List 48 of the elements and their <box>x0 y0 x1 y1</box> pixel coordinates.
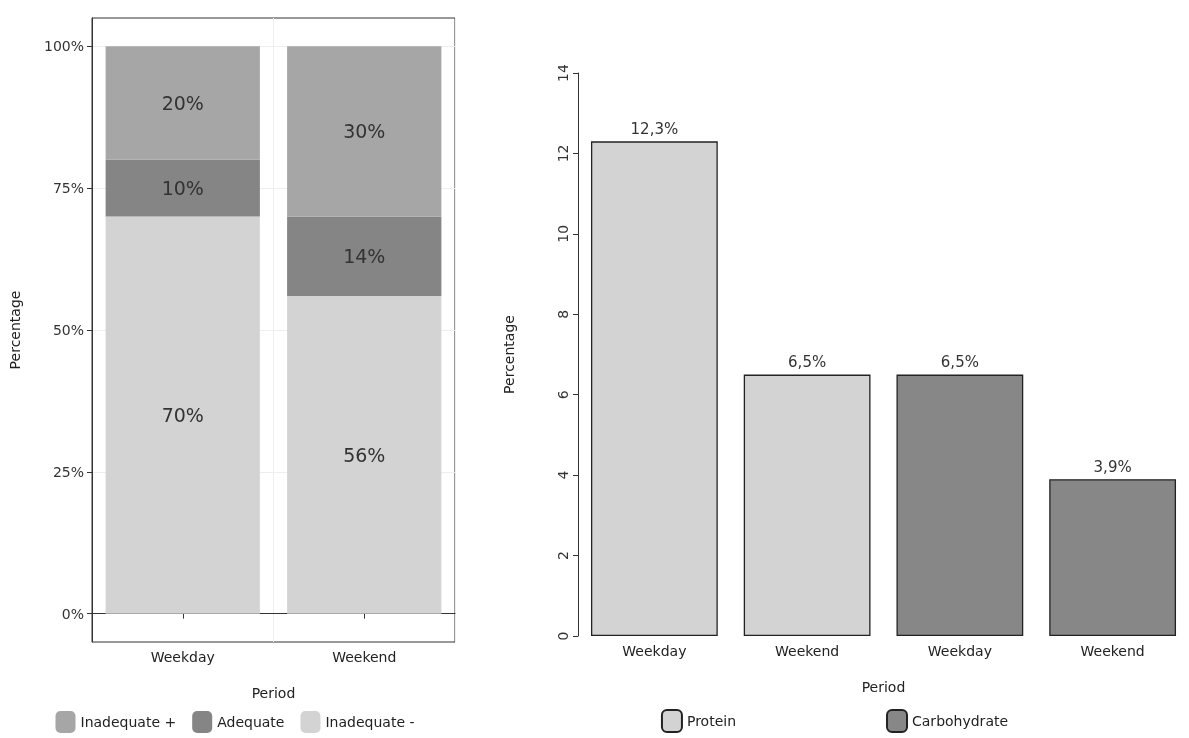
bar <box>590 141 718 636</box>
y-tick-label: 25% <box>52 463 84 480</box>
x-tick-label: Weekday <box>622 643 687 659</box>
x-tick-label: Weekday <box>927 643 992 659</box>
y-tick-label: 8 <box>555 309 571 319</box>
data-label: 12,3% <box>630 119 679 138</box>
y-tick-label: 75% <box>52 180 84 197</box>
data-label: 70% <box>161 404 204 427</box>
data-label: 6,5% <box>940 353 979 372</box>
bar <box>105 159 260 217</box>
data-label: 10% <box>161 177 204 200</box>
y-tick-label: 10 <box>555 224 571 243</box>
x-axis-title: Period <box>251 685 296 701</box>
bar <box>287 295 442 614</box>
y-tick-label: 0 <box>555 631 571 641</box>
y-axis-title: Percentage <box>501 315 517 394</box>
data-label: 6,5% <box>788 353 827 372</box>
x-axis-title: Period <box>861 679 906 695</box>
y-tick-label: 100% <box>43 38 84 55</box>
y-tick-label: 4 <box>555 470 571 480</box>
y-tick-label: 6 <box>555 390 571 400</box>
data-label: 56% <box>343 443 386 466</box>
bar <box>1049 479 1177 636</box>
x-tick-label: Weekend <box>775 643 840 659</box>
y-axis-title: Percentage <box>7 290 23 370</box>
bar <box>287 46 442 217</box>
legend-label: Inadequate + <box>80 714 177 730</box>
legend-label: Protein <box>686 713 737 729</box>
x-tick-label: Weekday <box>150 649 215 665</box>
data-label: 20% <box>161 92 204 115</box>
y-tick-label: 50% <box>52 322 84 338</box>
data-label: 3,9% <box>1093 457 1132 476</box>
bar <box>896 374 1024 636</box>
y-tick-label: 2 <box>555 551 571 561</box>
bar <box>287 216 442 296</box>
legend-label: Adequate <box>217 714 285 730</box>
bar <box>743 374 871 636</box>
y-tick-label: 0% <box>61 605 84 622</box>
data-label: 14% <box>343 245 386 268</box>
y-tick-label: 14 <box>555 64 571 82</box>
x-tick-label: Weekend <box>332 649 397 665</box>
bar <box>105 216 260 614</box>
y-tick-label: 12 <box>555 144 571 163</box>
bar <box>105 46 260 160</box>
data-label: 30% <box>343 120 386 143</box>
legend-label: Inadequate - <box>325 714 415 730</box>
x-tick-label: Weekend <box>1080 643 1145 659</box>
legend-label: Carbohydrate <box>912 713 1009 729</box>
